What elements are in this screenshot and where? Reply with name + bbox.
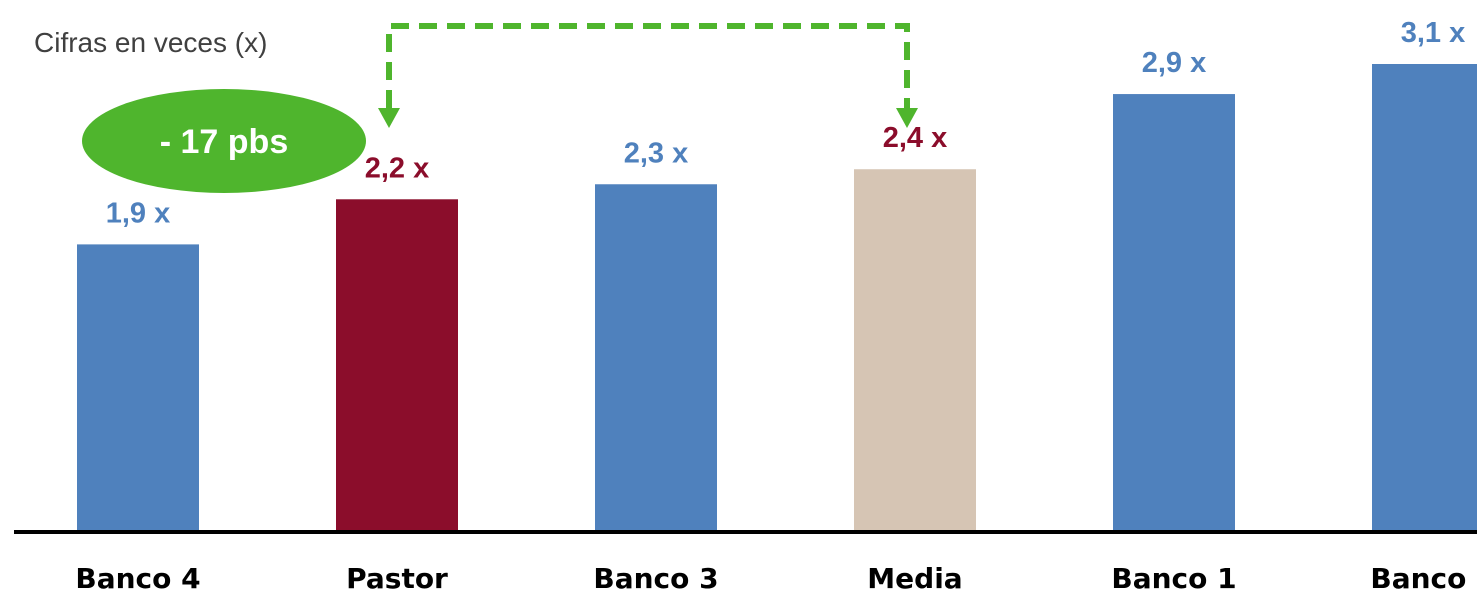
arrow-head-media-icon xyxy=(896,108,918,128)
bars-layer xyxy=(77,64,1477,531)
difference-bubble-label: - 17 pbs xyxy=(160,123,288,161)
difference-bubble xyxy=(82,89,366,193)
category-label-pastor: Pastor xyxy=(346,562,448,595)
category-label-banco-2: Banco 2 xyxy=(1370,562,1477,595)
bar-media xyxy=(854,169,976,530)
value-label-banco-1: 2,9 x xyxy=(1142,47,1207,79)
category-label-media: Media xyxy=(867,562,962,595)
value-label-pastor: 2,2 x xyxy=(365,152,430,184)
chart-subtitle: Cifras en veces (x) xyxy=(34,27,267,58)
value-labels-layer: 1,9 x 2,2 x 2,3 x 2,4 x 2,9 x 3,1 x xyxy=(106,17,1466,229)
value-label-banco-3: 2,3 x xyxy=(624,137,689,169)
category-label-banco-4: Banco 4 xyxy=(75,562,200,595)
comparison-arrow-line xyxy=(386,23,910,108)
value-label-media: 2,4 x xyxy=(883,122,948,154)
bar-banco-1 xyxy=(1113,94,1235,530)
arrow-head-pastor-icon xyxy=(378,108,400,128)
annotation-layer: - 17 pbs xyxy=(82,23,918,193)
value-label-banco-2: 3,1 x xyxy=(1401,17,1466,49)
category-label-banco-3: Banco 3 xyxy=(593,562,718,595)
bar-banco-4 xyxy=(77,244,199,531)
bar-banco-3 xyxy=(595,184,717,531)
value-label-banco-4: 1,9 x xyxy=(106,197,171,229)
bar-pastor xyxy=(336,199,458,530)
category-label-banco-1: Banco 1 xyxy=(1111,562,1236,595)
bar-banco-2 xyxy=(1372,64,1477,530)
category-labels-layer: Banco 4 Pastor Banco 3 Media Banco 1 Banco 2 xyxy=(75,562,1477,595)
